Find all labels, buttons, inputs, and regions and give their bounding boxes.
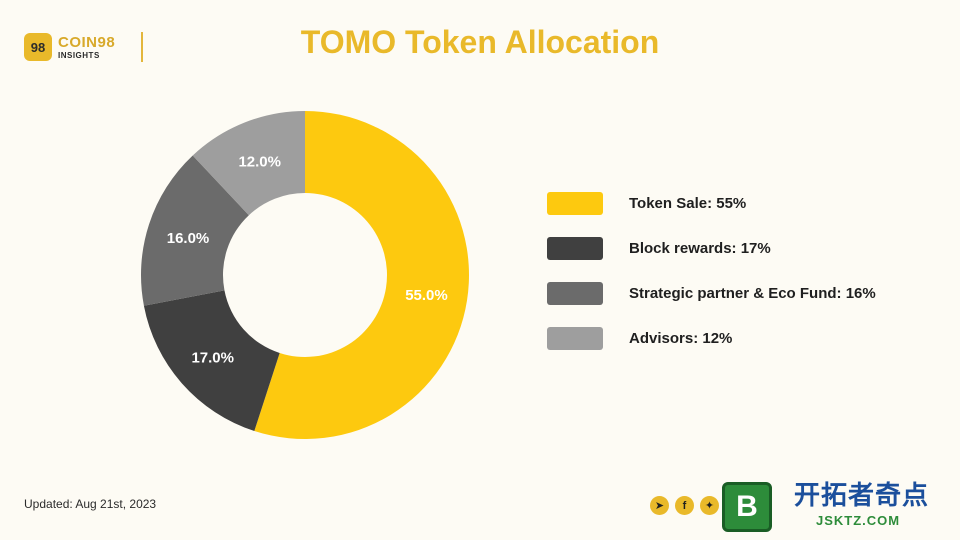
telegram-icon[interactable]: ➤ bbox=[650, 496, 669, 515]
pie-slice bbox=[141, 155, 249, 306]
legend-item: Strategic partner & Eco Fund: 16% bbox=[547, 282, 876, 305]
legend-label: Advisors: 12% bbox=[629, 330, 733, 347]
facebook-icon[interactable]: f bbox=[675, 496, 694, 515]
logo-divider bbox=[141, 32, 144, 62]
brand-watermark: B 开拓者奇点 JSKTZ.COM bbox=[722, 482, 929, 532]
twitter-icon[interactable]: ✦ bbox=[700, 496, 719, 515]
legend: Token Sale: 55% Block rewards: 17% Strateg… bbox=[547, 192, 876, 372]
pie-slice bbox=[192, 111, 305, 216]
legend-label: Token Sale: 55% bbox=[629, 195, 747, 212]
legend-item: Token Sale: 55% bbox=[547, 192, 876, 215]
legend-swatch bbox=[547, 192, 603, 215]
brand-url: JSKTZ.COM bbox=[816, 513, 901, 528]
logo-sub: INSIGHTS bbox=[58, 50, 100, 60]
brand-badge-icon: B bbox=[722, 482, 772, 532]
social-links: ➤ f ✦ bbox=[650, 496, 725, 515]
legend-swatch bbox=[547, 237, 603, 260]
legend-swatch bbox=[547, 282, 603, 305]
legend-swatch bbox=[547, 327, 603, 350]
logo-name: COIN98 bbox=[58, 33, 116, 51]
pie-slice bbox=[254, 111, 469, 439]
slice-value-label: 12.0% bbox=[238, 154, 281, 171]
updated-date: Updated: Aug 21st, 2023 bbox=[24, 497, 157, 511]
chart-title: TOMO Token Allocation bbox=[300, 24, 660, 60]
pie-slice bbox=[143, 290, 280, 431]
coin98-logo: 98 COIN98 INSIGHTS bbox=[24, 32, 144, 62]
legend-item: Advisors: 12% bbox=[547, 327, 876, 350]
slice-value-label: 55.0% bbox=[405, 287, 448, 304]
donut-chart: 55.0% 17.0% 16.0% 12.0% bbox=[141, 111, 469, 439]
legend-item: Block rewards: 17% bbox=[547, 237, 876, 260]
slice-value-label: 16.0% bbox=[167, 230, 210, 247]
brand-name: 开拓者奇点 bbox=[794, 480, 930, 510]
slice-value-label: 17.0% bbox=[191, 349, 234, 366]
legend-label: Block rewards: 17% bbox=[629, 240, 771, 257]
legend-label: Strategic partner & Eco Fund: 16% bbox=[629, 285, 876, 302]
coin98-badge-icon: 98 bbox=[24, 33, 52, 61]
